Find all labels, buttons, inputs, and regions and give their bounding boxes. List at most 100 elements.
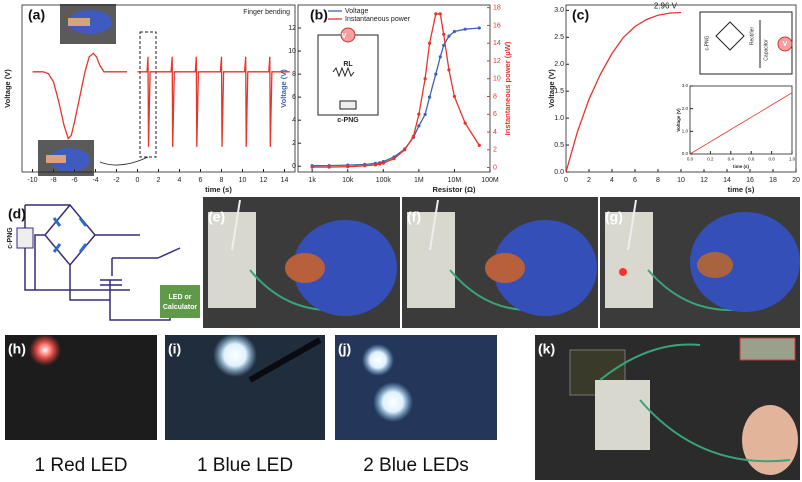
y-tick-label: 6 <box>292 94 296 101</box>
y-tick-label: 3.0 <box>682 83 689 88</box>
x-axis-label: time (s) <box>728 185 755 194</box>
y-tick-label: 0.0 <box>682 151 689 156</box>
x-tick-label: 0.8 <box>768 157 775 162</box>
x-tick-label: 0.0 <box>687 157 694 162</box>
circuit-d <box>16 203 200 321</box>
x-tick-label: 6 <box>199 177 203 184</box>
zoom-box <box>139 31 157 158</box>
caption: 2 Blue LEDs <box>363 455 469 476</box>
circuit-label: c-PNG <box>7 227 14 249</box>
x-tick-label: 12 <box>700 177 708 184</box>
y-tick-label: 10 <box>288 48 296 55</box>
panel-label: (h) <box>8 341 26 357</box>
x-tick-label: 0.2 <box>707 157 714 162</box>
x-tick-label: 0.6 <box>748 157 755 162</box>
x-tick-label: 12 <box>260 177 268 184</box>
y-tick-label: 2 <box>292 140 296 147</box>
x-tick-label: -4 <box>92 177 98 184</box>
y2-tick-label: 2 <box>493 147 497 154</box>
x-tick-label: 0 <box>564 177 568 184</box>
y2-tick-label: 12 <box>493 58 501 65</box>
x-tick-label: 1.0 <box>789 157 796 162</box>
circuit-b <box>317 27 379 116</box>
x-tick-label: 10 <box>239 177 247 184</box>
line <box>312 27 480 167</box>
x-tick-label: 0.4 <box>728 157 735 162</box>
panel-label: (i) <box>168 341 181 357</box>
y2-axis-label: Instantaneous power (μW) <box>503 41 512 135</box>
y2-tick-label: 16 <box>493 22 501 29</box>
x-axis-label: time (s) <box>205 185 232 194</box>
circuit-c <box>699 11 793 75</box>
line <box>32 52 290 147</box>
y-tick-label: 3.0 <box>554 7 564 14</box>
x-tick-label: 16 <box>746 177 754 184</box>
y-tick-label: 2.0 <box>554 61 564 68</box>
photo <box>203 197 800 328</box>
y2-tick-label: 0 <box>493 164 497 171</box>
plot-frame <box>297 4 491 173</box>
panel-label: (j) <box>338 341 351 357</box>
caption: 1 Blue LED <box>197 455 293 476</box>
y-tick-label: 1.0 <box>554 115 564 122</box>
circuit-label: V <box>342 33 347 40</box>
legend-label: Instantaneous power <box>345 16 411 23</box>
panel-label: (g) <box>605 209 623 225</box>
x-tick-label: 1M <box>414 177 424 184</box>
circuit-label: V <box>783 41 788 48</box>
y2-tick-label: 14 <box>493 40 501 47</box>
x-tick-label: -10 <box>27 177 37 184</box>
photo <box>5 333 800 480</box>
y-tick-label: 2.0 <box>682 106 689 111</box>
x-tick-label: 14 <box>723 177 731 184</box>
annotation: 2.96 V <box>654 2 678 11</box>
y-tick-label: 4 <box>292 117 296 124</box>
circuit-label: Capacitor <box>763 39 769 61</box>
y-tick-label: 0.0 <box>554 169 564 176</box>
legend-label: Voltage <box>345 8 368 15</box>
marker <box>310 165 314 169</box>
x-tick-label: 6 <box>633 177 637 184</box>
panel-label: (c) <box>572 7 589 23</box>
y-tick-label: 12 <box>288 25 296 32</box>
plot-frame <box>565 4 797 173</box>
y-tick-label: 0.5 <box>554 142 564 149</box>
x-tick-label: 10k <box>342 177 354 184</box>
circuit-label: Calculator <box>163 304 198 311</box>
x-tick-label: -6 <box>71 177 77 184</box>
line <box>312 13 480 168</box>
y-tick-label: 8 <box>292 71 296 78</box>
annotation: Finger bending <box>243 9 290 16</box>
x-tick-label: 8 <box>220 177 224 184</box>
line <box>689 92 793 155</box>
y-tick-label: 0 <box>292 163 296 170</box>
x-tick-label: 0 <box>136 177 140 184</box>
x-tick-label: 4 <box>610 177 614 184</box>
photo-inset <box>38 4 116 176</box>
panel-label: (a) <box>28 7 45 23</box>
x-tick-label: 100M <box>481 177 499 184</box>
x-tick-label: 2 <box>587 177 591 184</box>
x-axis-label: time (s) <box>733 164 750 169</box>
caption: 1 Red LED <box>35 455 128 476</box>
x-tick-label: 10M <box>448 177 462 184</box>
x-tick-label: 4 <box>178 177 182 184</box>
x-tick-label: 18 <box>769 177 777 184</box>
y-axis-label: Voltage (V) <box>547 69 556 108</box>
x-tick-label: -2 <box>113 177 119 184</box>
load-box <box>160 285 200 318</box>
zoom-arrow <box>99 156 149 166</box>
y2-tick-label: 10 <box>493 76 501 83</box>
circuit-label: LED or <box>169 294 192 301</box>
y-tick-label: 1.5 <box>554 88 564 95</box>
panel-label: (e) <box>208 209 225 225</box>
x-tick-label: 8 <box>656 177 660 184</box>
panel-label: (f) <box>407 209 421 225</box>
circuit-label: c-PNG <box>704 35 710 50</box>
circuit-label: Rectifier <box>749 26 755 45</box>
panel-label: (b) <box>310 7 328 23</box>
y-axis-label: Voltage (V) <box>676 108 681 132</box>
y-tick-label: 2.5 <box>554 34 564 41</box>
y2-tick-label: 6 <box>493 111 497 118</box>
panel-label: (k) <box>538 341 555 357</box>
